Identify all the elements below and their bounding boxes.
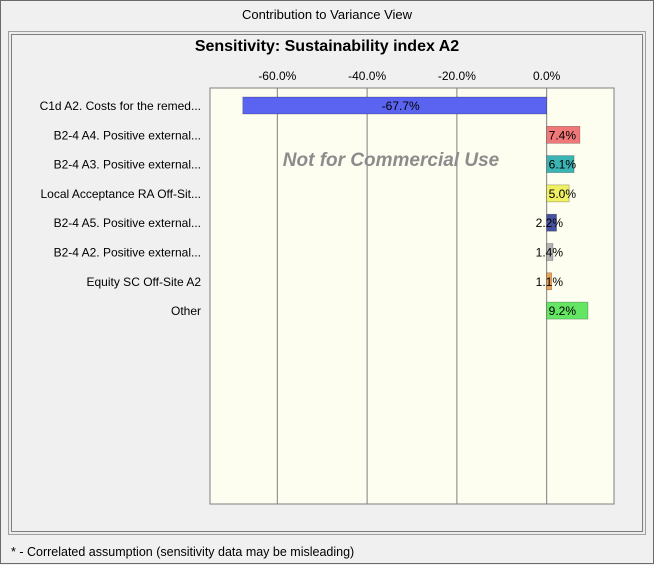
category-labels: C1d A2. Costs for the remed... B2-4 A4. P… (40, 99, 202, 318)
x-tick-label: 0.0% (533, 69, 561, 83)
category-label: B2-4 A4. Positive external... (54, 128, 201, 142)
bar (546, 155, 575, 173)
value-label: 9.2% (549, 304, 577, 318)
category-label: Other (171, 304, 201, 318)
bar (242, 96, 547, 115)
bar (546, 213, 557, 232)
value-label: 5.0% (549, 187, 577, 201)
value-label: 2.2% (536, 216, 564, 230)
value-label: -67.7% (382, 99, 420, 113)
x-tick-label: -40.0% (348, 69, 386, 83)
value-label: 1.1% (536, 275, 564, 289)
value-label: 1.4% (536, 246, 564, 260)
value-labels: -67.7% 7.4% 6.1% 5.0% 2.2% 1.4% 1.1% 9.2% (382, 99, 577, 318)
x-tick-label: -20.0% (438, 69, 476, 83)
bar (546, 243, 554, 261)
category-label: Equity SC Off-Site A2 (87, 275, 202, 289)
watermark-text: Not for Commercial Use (283, 150, 500, 171)
value-label: 6.1% (549, 158, 577, 172)
correlation-footnote: * - Correlated assumption (sensitivity d… (11, 545, 355, 559)
category-label: B2-4 A3. Positive external... (54, 158, 201, 172)
tick-labels: -60.0% -40.0% -20.0% 0.0% (258, 69, 560, 83)
bar (546, 272, 552, 291)
chart-title: Sensitivity: Sustainability index A2 (195, 38, 459, 55)
category-label: C1d A2. Costs for the remed... (40, 99, 201, 113)
category-label: Local Acceptance RA Off-Sit... (40, 187, 201, 201)
window-title: Contribution to Variance View (241, 7, 413, 22)
bar (546, 184, 570, 203)
bar (546, 126, 581, 144)
value-label: 7.4% (549, 128, 577, 142)
bar (546, 301, 589, 320)
bars (242, 96, 589, 320)
x-tick-label: -60.0% (258, 69, 296, 83)
category-label: B2-4 A5. Positive external... (54, 216, 201, 230)
category-label: B2-4 A2. Positive external... (54, 246, 201, 260)
